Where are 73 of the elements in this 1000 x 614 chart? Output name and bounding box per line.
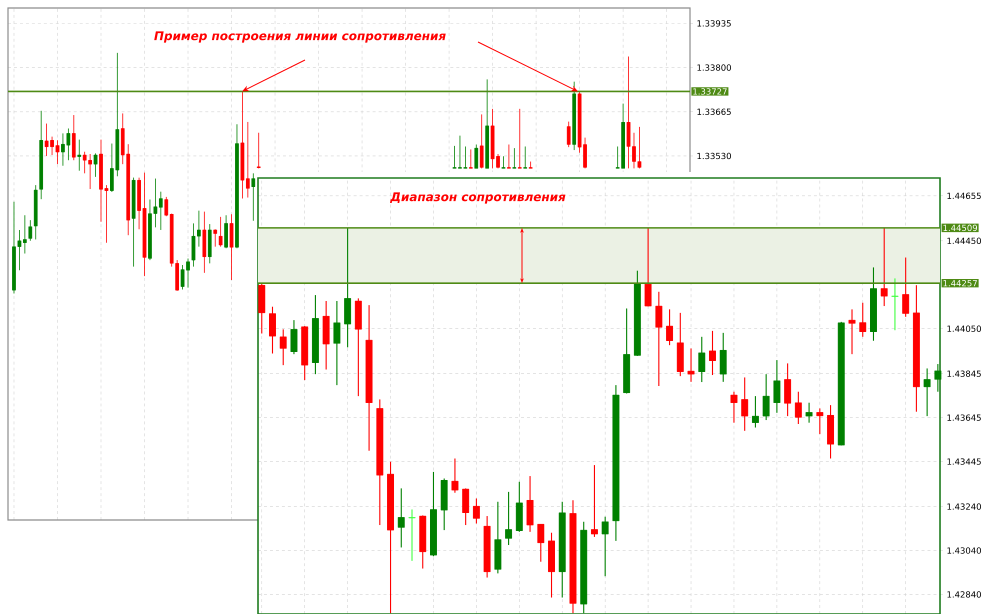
candlestick xyxy=(398,488,405,548)
candlestick xyxy=(523,146,528,169)
y-tick-label: 1.44050 xyxy=(947,325,981,332)
candlestick xyxy=(224,214,228,249)
y-tick-label: 1.43040 xyxy=(947,547,981,554)
candlestick xyxy=(720,332,727,382)
y-tick-label: 1.43645 xyxy=(947,414,981,421)
candlestick xyxy=(590,464,598,538)
candlestick xyxy=(880,227,888,307)
candlestick xyxy=(451,458,458,494)
y-tick-label: 1.44655 xyxy=(947,192,981,199)
ref-line-label: 1.33727 xyxy=(693,88,727,95)
y-tick-label: 1.33665 xyxy=(697,108,731,115)
candlestick xyxy=(816,408,824,435)
candlestick xyxy=(77,139,82,172)
candlestick xyxy=(280,328,287,366)
candlestick xyxy=(655,291,662,387)
candlestick xyxy=(688,348,695,382)
candlestick xyxy=(794,391,802,425)
ref-line-label: 1.44509 xyxy=(944,224,978,232)
candlestick xyxy=(709,330,716,376)
candlestick xyxy=(505,491,512,546)
candlestick xyxy=(468,149,473,169)
candlestick xyxy=(644,227,652,308)
candlestick xyxy=(218,216,223,248)
ref-line-label: 1.44257 xyxy=(944,280,977,286)
candlestick xyxy=(408,508,416,562)
candlestick xyxy=(698,336,706,383)
candlestick xyxy=(891,278,898,331)
candlestick xyxy=(752,396,759,428)
candlestick xyxy=(256,132,261,169)
y-tick-label: 1.43845 xyxy=(947,370,981,377)
candlestick xyxy=(251,172,256,222)
y-tick-label: 1.43445 xyxy=(947,458,981,465)
candlestick xyxy=(934,363,942,392)
candlestick xyxy=(902,256,910,318)
y-tick-label: 1.33935 xyxy=(697,20,731,27)
candlestick xyxy=(924,368,931,417)
y-tick-label: 1.42840 xyxy=(947,591,981,598)
candlestick xyxy=(94,152,98,178)
candlestick xyxy=(28,220,32,242)
candlestick xyxy=(290,320,298,355)
candlestick xyxy=(480,114,484,169)
candlestick xyxy=(602,516,609,577)
candlestick xyxy=(269,306,276,354)
candlestick xyxy=(666,308,674,346)
candlestick xyxy=(72,114,76,161)
candlestick xyxy=(462,488,470,526)
candlestick xyxy=(762,374,770,421)
y-tick-label: 1.44450 xyxy=(947,238,981,244)
candlestick xyxy=(848,308,856,355)
candlestick xyxy=(474,144,478,169)
candlestick xyxy=(502,156,506,169)
y-tick-label: 1.33800 xyxy=(697,64,731,71)
candlestick xyxy=(333,300,340,386)
candlestick xyxy=(472,498,480,524)
y-tick-label: 1.43240 xyxy=(947,503,981,510)
candlestick xyxy=(507,144,511,169)
candlestick xyxy=(537,524,544,562)
candlestick xyxy=(806,402,813,424)
band-label: Диапазон сопротивления xyxy=(390,192,566,204)
candlestick xyxy=(566,121,571,148)
candlestick xyxy=(741,376,748,432)
candlestick xyxy=(230,214,234,280)
candlestick xyxy=(859,302,866,338)
candlestick xyxy=(730,391,738,424)
candlestick xyxy=(512,148,516,169)
y-tick-label: 1.33530 xyxy=(697,152,731,160)
candlestick xyxy=(784,362,792,417)
candlestick xyxy=(518,108,522,169)
annotation: Пример построения линии сопротивления xyxy=(154,31,446,43)
candlestick xyxy=(773,360,780,414)
candlestick xyxy=(213,228,218,248)
